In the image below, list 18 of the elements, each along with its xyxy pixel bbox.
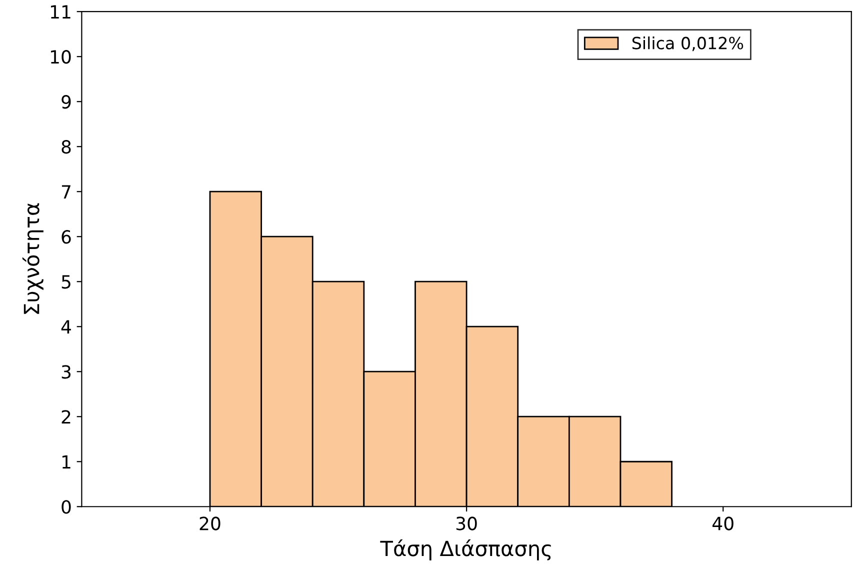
y-tick-label: 11 (50, 5, 70, 18)
y-tick-label: 6 (62, 230, 71, 244)
y-tick-label: 2 (62, 410, 70, 424)
y-tick-label: 1 (62, 455, 70, 468)
y-tick-label: 7 (62, 185, 70, 198)
y-tick-label: 10 (50, 50, 71, 64)
x-tick-label: 30 (456, 516, 477, 530)
y-axis-title: Συχνότητα (22, 203, 44, 314)
x-axis-title: Τάση Διάσπασης (380, 539, 551, 560)
x-tick-label: 40 (712, 516, 734, 530)
y-tick-label: 4 (61, 320, 71, 334)
y-tick-label: 9 (62, 95, 71, 109)
y-tick-label: 0 (62, 500, 71, 514)
legend-label: Silica 0,012% (632, 36, 744, 52)
x-tick-label: 20 (200, 516, 220, 530)
y-tick-label: 8 (62, 140, 71, 154)
y-tick-label: 3 (62, 365, 71, 379)
y-tick-label: 5 (62, 275, 70, 289)
